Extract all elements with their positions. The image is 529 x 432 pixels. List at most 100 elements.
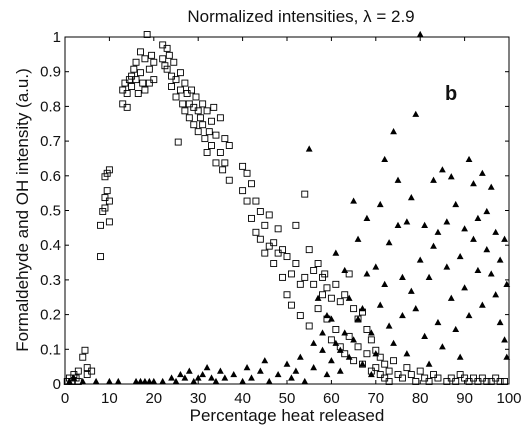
triangle-marker xyxy=(492,228,500,235)
triangle-marker xyxy=(390,128,397,135)
square-marker xyxy=(412,378,420,385)
square-marker xyxy=(159,55,167,63)
square-marker xyxy=(196,114,204,122)
square-marker xyxy=(225,142,233,149)
triangle-marker xyxy=(372,350,380,357)
square-marker xyxy=(163,44,171,52)
triangle-marker xyxy=(354,235,362,242)
y-tick-label: 0.8 xyxy=(40,98,61,115)
triangle-marker xyxy=(501,336,508,343)
triangle-marker xyxy=(261,357,269,364)
triangle-marker xyxy=(367,329,375,336)
panel-label: b xyxy=(445,83,457,105)
x-tick-label: 40 xyxy=(234,390,251,407)
square-marker xyxy=(97,253,104,261)
triangle-marker xyxy=(296,353,304,360)
square-marker xyxy=(121,79,129,87)
square-marker xyxy=(345,332,353,340)
triangle-marker xyxy=(332,339,340,346)
square-marker xyxy=(83,371,91,379)
triangle-marker xyxy=(172,377,180,385)
triangle-marker xyxy=(336,346,344,353)
square-marker xyxy=(487,378,495,385)
square-marker xyxy=(194,107,202,115)
triangle-marker xyxy=(350,336,357,343)
square-marker xyxy=(310,267,318,274)
x-tick-label: 20 xyxy=(145,390,162,407)
triangle-marker xyxy=(159,377,167,385)
square-marker xyxy=(119,100,127,108)
triangle-marker xyxy=(367,370,375,378)
square-marker xyxy=(163,65,171,73)
axis-ticks xyxy=(64,36,510,385)
square-marker xyxy=(350,305,358,313)
square-marker xyxy=(101,173,109,181)
triangle-marker xyxy=(323,311,331,319)
square-marker xyxy=(145,79,153,87)
triangle-marker xyxy=(79,377,87,385)
square-marker xyxy=(376,353,384,361)
triangle-marker xyxy=(212,377,220,385)
square-marker xyxy=(174,138,182,146)
data-points xyxy=(63,30,511,385)
square-marker xyxy=(279,246,287,254)
x-tick-label: 30 xyxy=(190,390,207,407)
square-marker xyxy=(203,107,211,115)
square-marker xyxy=(212,159,220,167)
triangle-marker xyxy=(363,214,371,222)
square-marker xyxy=(465,378,473,385)
square-marker xyxy=(134,90,142,97)
square-marker xyxy=(208,117,215,125)
triangle-marker xyxy=(323,370,331,378)
triangle-marker xyxy=(394,221,402,228)
square-marker xyxy=(314,260,322,267)
square-marker xyxy=(103,169,111,177)
square-marker xyxy=(261,221,269,229)
square-marker xyxy=(314,305,322,313)
x-tick-label: 60 xyxy=(323,390,340,407)
square-marker xyxy=(101,194,109,202)
square-marker xyxy=(332,326,340,333)
square-marker xyxy=(181,79,189,87)
triangle-marker xyxy=(403,218,411,225)
triangle-marker xyxy=(350,197,357,204)
square-marker xyxy=(88,367,96,375)
square-marker xyxy=(296,280,304,288)
triangle-marker xyxy=(399,273,406,280)
square-marker xyxy=(256,235,264,243)
square-marker xyxy=(216,149,224,156)
square-marker xyxy=(292,260,300,267)
square-marker xyxy=(130,65,138,73)
triangle-marker xyxy=(354,315,362,322)
square-marker xyxy=(332,280,340,288)
square-marker xyxy=(274,225,282,233)
square-marker xyxy=(219,166,227,174)
square-marker xyxy=(363,350,371,358)
triangle-marker xyxy=(248,374,255,381)
triangle-marker xyxy=(461,225,468,232)
triangle-marker xyxy=(487,270,495,277)
triangle-marker xyxy=(283,360,291,367)
square-marker xyxy=(176,69,184,77)
triangle-marker xyxy=(328,357,335,364)
square-marker xyxy=(188,86,195,94)
square-marker xyxy=(132,76,140,84)
square-marker xyxy=(283,291,291,299)
square-marker xyxy=(185,100,193,108)
x-tick-label: 80 xyxy=(412,390,429,407)
square-marker xyxy=(125,76,133,84)
triangle-marker xyxy=(496,256,504,263)
x-tick-label: 70 xyxy=(367,390,384,407)
triangle-marker xyxy=(439,343,446,350)
square-marker xyxy=(97,221,104,229)
triangle-marker xyxy=(412,110,420,117)
square-marker xyxy=(478,374,486,382)
triangle-marker xyxy=(345,353,353,360)
triangle-marker xyxy=(301,377,309,385)
square-marker xyxy=(492,374,500,382)
triangle-marker xyxy=(310,364,318,371)
y-tick-label: 0.7 xyxy=(40,133,61,150)
triangle-marker xyxy=(203,364,211,371)
square-marker xyxy=(239,162,247,170)
triangle-marker xyxy=(372,263,380,270)
